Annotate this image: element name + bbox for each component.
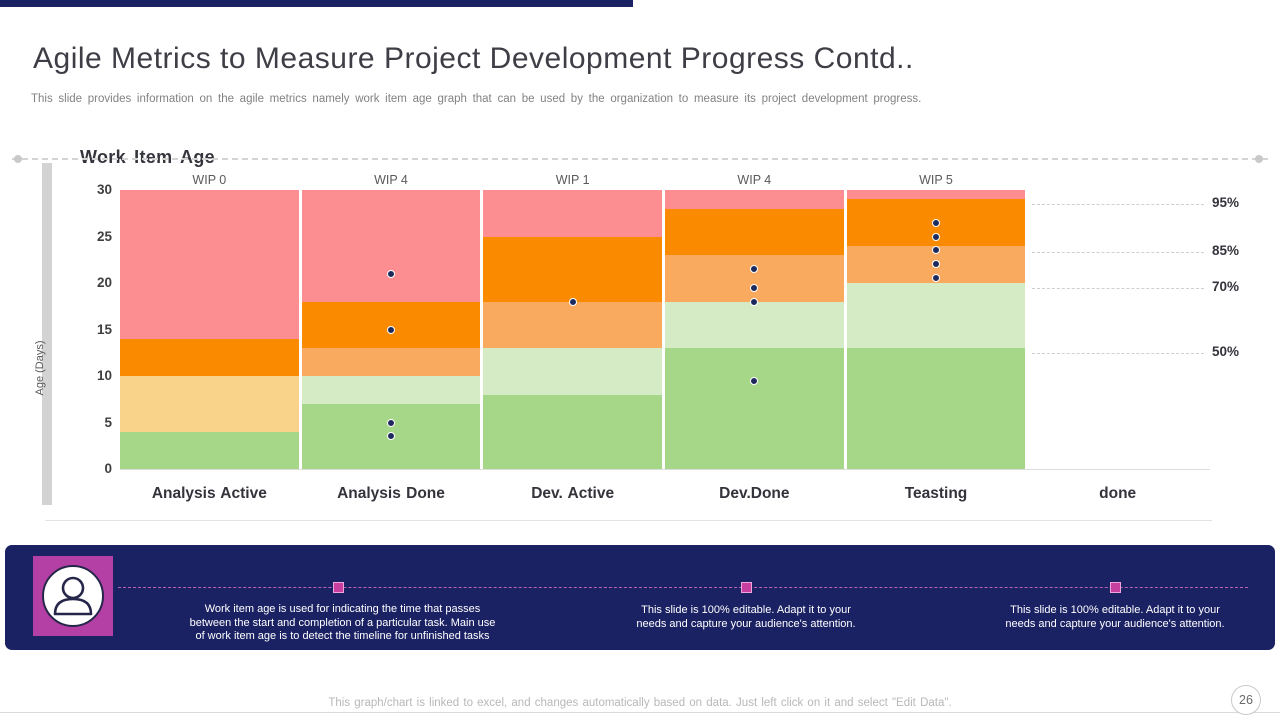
chart-band-light_green (301, 376, 481, 404)
chart-band-light_green (846, 283, 1026, 349)
chart-band-pink (301, 190, 481, 302)
data-point-dot (750, 265, 759, 274)
percentile-line (1032, 252, 1204, 254)
percentile-line (1032, 287, 1204, 289)
chart-band-light_orange (483, 301, 662, 349)
chart-band-light_green (665, 301, 844, 349)
y-axis-tick-label: 15 (96, 321, 112, 337)
data-point-dot (750, 376, 759, 385)
chart-band-orange (665, 208, 844, 256)
chart-band-light_orange (301, 348, 481, 376)
left-gray-rail (42, 163, 52, 505)
chart-band-orange (483, 236, 662, 302)
y-axis-tick-label: 5 (104, 414, 112, 430)
page-title: Agile Metrics to Measure Project Develop… (33, 42, 914, 76)
percentile-label: 95% (1212, 194, 1240, 210)
divider-end-dot (1255, 155, 1263, 163)
excel-link-note: This graph/chart is linked to excel, and… (328, 697, 952, 709)
x-axis-category-label: Dev. Active (531, 485, 615, 502)
page-number-badge: 26 (1231, 685, 1261, 715)
data-point-dot (932, 232, 940, 241)
page-subtitle: This slide provides information on the a… (31, 92, 922, 105)
chart-band-pink (846, 190, 1026, 200)
x-axis-category-label: Analysis Active (151, 485, 267, 502)
data-point-dot (387, 432, 395, 441)
chart-band-light_orange (665, 255, 844, 302)
data-point-dot (932, 260, 940, 269)
chart-title: Work Item Age (80, 146, 215, 167)
top-accent-bar (0, 0, 633, 7)
dash-marker-square (333, 582, 344, 593)
percentile-label: 50% (1212, 343, 1240, 359)
x-axis-category-label: Analysis Done (337, 485, 445, 502)
y-axis-tick-label: 20 (96, 275, 112, 290)
banner-dashed-line (118, 587, 1248, 588)
y-axis-tick-label: 10 (96, 368, 112, 383)
chart-band-green (665, 348, 844, 469)
bottom-divider-line (0, 712, 1280, 713)
person-icon (42, 565, 104, 627)
wip-label: WIP 0 (192, 173, 227, 187)
x-axis-category-label: Teasting (904, 485, 968, 502)
footer-note-work-item-age: Work item age is used for indicating the… (189, 603, 496, 642)
chart-card-border (45, 520, 1212, 521)
data-point-dot (750, 283, 759, 292)
chart-band-light_green (483, 348, 662, 395)
data-point-dot (932, 246, 940, 255)
decorative-dashed-divider (12, 158, 1268, 160)
chart-band-green (120, 431, 299, 469)
y-axis-tick-label: 25 (96, 228, 112, 244)
footer-banner: Work item age is used for indicating the… (5, 545, 1275, 650)
dash-marker-square (1110, 582, 1121, 593)
person-icon-tile (33, 556, 113, 636)
chart-band-pink (665, 190, 844, 209)
wip-label: WIP 5 (919, 173, 953, 187)
chart-band-orange (120, 338, 299, 376)
data-point-dot (750, 297, 759, 306)
divider-end-dot (14, 155, 22, 163)
data-point-dot (932, 274, 940, 283)
data-point-dot (568, 297, 577, 306)
chart-band-green (301, 403, 481, 469)
x-axis-category-label: Dev.Done (719, 485, 790, 502)
data-point-dot (387, 269, 395, 278)
data-point-dot (932, 218, 940, 227)
percentile-line (1032, 203, 1204, 205)
wip-label: WIP 4 (374, 173, 408, 187)
chart-band-orange (846, 199, 1026, 246)
chart-band-orange (301, 301, 481, 349)
y-axis-tick-label: 0 (104, 461, 112, 476)
data-point-dot (387, 418, 395, 427)
percentile-label: 70% (1212, 278, 1240, 294)
x-axis-line (120, 469, 1210, 470)
footer-note-editable-2: This slide is 100% editable. Adapt it to… (1005, 604, 1225, 630)
chart-band-pink (120, 190, 299, 339)
percentile-line (1032, 352, 1204, 354)
y-axis-tick-label: 30 (96, 182, 112, 197)
x-axis-category-label: done (1099, 485, 1137, 502)
chart-band-tan (120, 376, 299, 432)
footer-note-editable-1: This slide is 100% editable. Adapt it to… (636, 604, 856, 630)
chart-band-light_orange (846, 245, 1026, 283)
dash-marker-square (741, 582, 752, 593)
wip-label: WIP 1 (555, 173, 590, 187)
chart-band-green (483, 394, 662, 469)
chart-band-green (846, 348, 1026, 469)
wip-label: WIP 4 (737, 173, 772, 187)
chart-band-pink (483, 190, 662, 237)
data-point-dot (387, 325, 395, 334)
percentile-label: 85% (1212, 243, 1240, 259)
